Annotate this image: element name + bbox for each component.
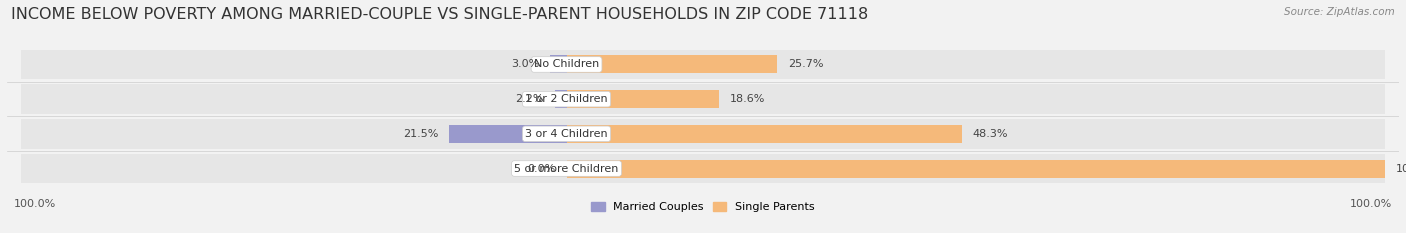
Text: 100.0%: 100.0% [1396,164,1406,174]
Text: 25.7%: 25.7% [787,59,824,69]
Text: 2.2%: 2.2% [515,94,544,104]
Bar [21,50,1385,79]
Text: Source: ZipAtlas.com: Source: ZipAtlas.com [1284,7,1395,17]
Bar [567,90,718,108]
Bar [554,90,567,108]
Bar [21,119,1385,149]
Text: INCOME BELOW POVERTY AMONG MARRIED-COUPLE VS SINGLE-PARENT HOUSEHOLDS IN ZIP COD: INCOME BELOW POVERTY AMONG MARRIED-COUPL… [11,7,869,22]
Text: No Children: No Children [534,59,599,69]
Text: 3 or 4 Children: 3 or 4 Children [526,129,607,139]
Text: 100.0%: 100.0% [14,199,56,209]
Text: 1 or 2 Children: 1 or 2 Children [526,94,607,104]
Bar [21,154,1385,183]
Bar [449,125,567,143]
Text: 0.0%: 0.0% [527,164,555,174]
Text: 18.6%: 18.6% [730,94,765,104]
Bar [567,160,1385,178]
Bar [567,125,962,143]
Text: 100.0%: 100.0% [1350,199,1392,209]
Text: 5 or more Children: 5 or more Children [515,164,619,174]
Text: 3.0%: 3.0% [510,59,540,69]
Bar [21,84,1385,114]
Text: 48.3%: 48.3% [973,129,1008,139]
Legend: Married Couples, Single Parents: Married Couples, Single Parents [592,202,814,212]
Text: 21.5%: 21.5% [404,129,439,139]
Bar [567,55,778,73]
Bar [550,55,567,73]
